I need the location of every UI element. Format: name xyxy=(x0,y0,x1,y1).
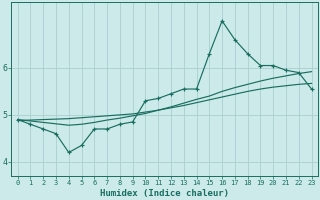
X-axis label: Humidex (Indice chaleur): Humidex (Indice chaleur) xyxy=(100,189,229,198)
